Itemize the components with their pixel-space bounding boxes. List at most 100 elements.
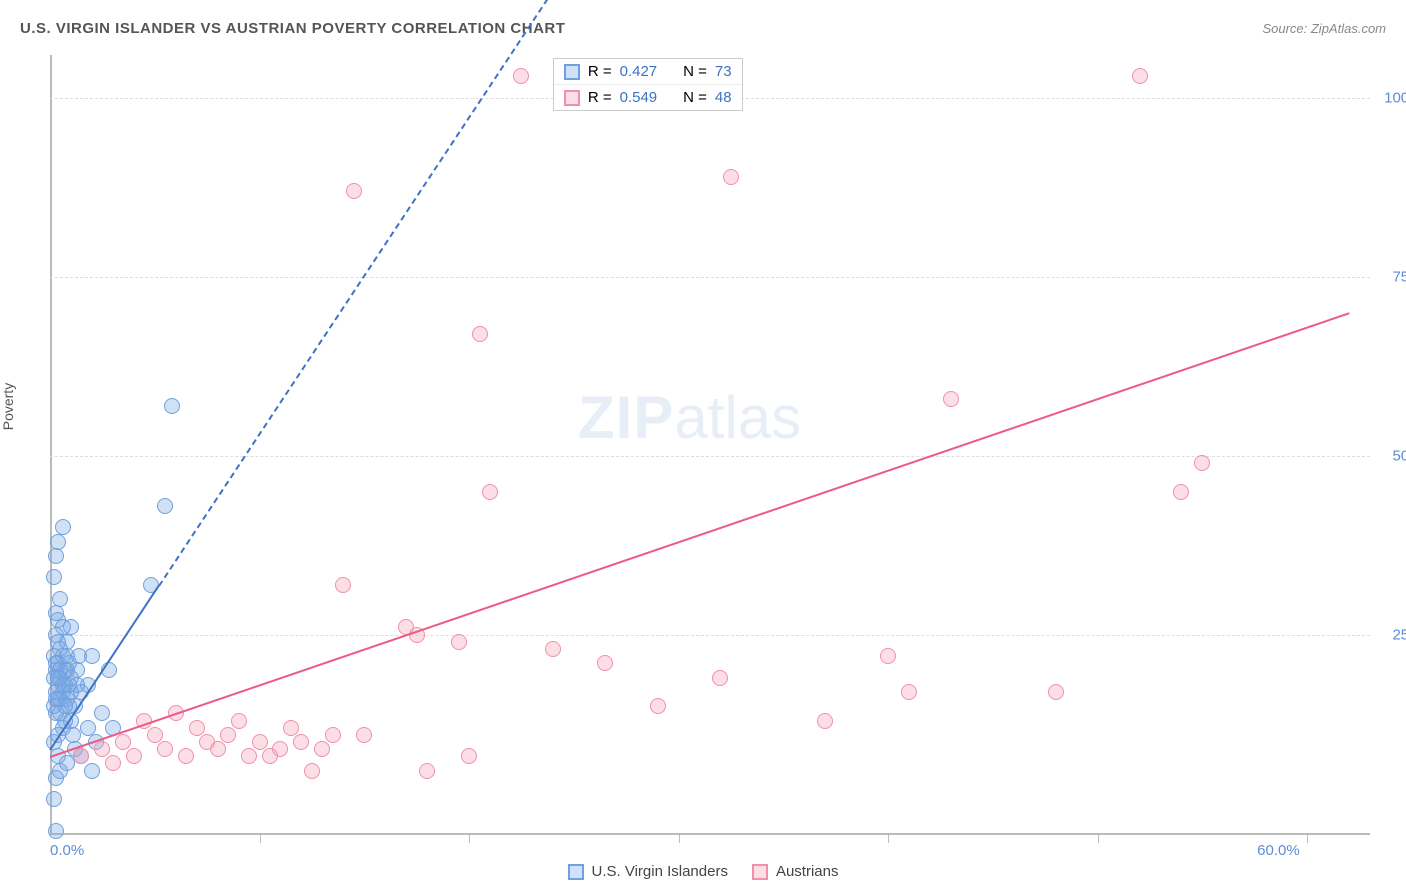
plot-area: ZIPatlas 25.0%50.0%75.0%100.0%0.0%60.0%	[50, 55, 1370, 835]
chart-title: U.S. VIRGIN ISLANDER VS AUSTRIAN POVERTY…	[20, 20, 565, 37]
watermark: ZIPatlas	[578, 383, 801, 452]
legend-item-austrians: Austrians	[752, 863, 839, 880]
chart-source: Source: ZipAtlas.com	[1262, 21, 1386, 36]
data-point	[94, 741, 110, 757]
stat-r-value: 0.549	[620, 89, 658, 106]
data-point	[231, 713, 247, 729]
data-point	[1194, 455, 1210, 471]
stat-n-value: 73	[715, 63, 732, 80]
x-tick	[1307, 835, 1308, 843]
data-point	[59, 755, 75, 771]
chart-header: U.S. VIRGIN ISLANDER VS AUSTRIAN POVERTY…	[20, 20, 1386, 37]
y-tick-label: 75.0%	[1375, 268, 1406, 285]
data-point	[73, 748, 89, 764]
series-swatch-icon	[564, 90, 580, 106]
data-point	[84, 763, 100, 779]
bottom-legend: U.S. Virgin Islanders Austrians	[0, 863, 1406, 880]
data-point	[283, 720, 299, 736]
data-point	[451, 634, 467, 650]
data-point	[94, 705, 110, 721]
data-point	[293, 734, 309, 750]
stat-r-label: R =	[588, 63, 612, 80]
data-point	[48, 691, 64, 707]
stat-row: R =0.549N =48	[554, 84, 742, 110]
data-point	[597, 655, 613, 671]
gridline	[50, 456, 1370, 457]
y-axis-label: Poverty	[0, 383, 16, 430]
x-tick	[679, 835, 680, 843]
series-swatch-icon	[564, 64, 580, 80]
data-point	[1173, 484, 1189, 500]
x-tick-label: 0.0%	[50, 842, 84, 859]
data-point	[178, 748, 194, 764]
x-tick	[888, 835, 889, 843]
legend-label: Austrians	[776, 863, 839, 880]
stat-r-value: 0.427	[620, 63, 658, 80]
correlation-stat-box: R =0.427N =73R =0.549N =48	[553, 58, 743, 111]
data-point	[46, 791, 62, 807]
data-point	[880, 648, 896, 664]
stat-n-label: N =	[683, 63, 707, 80]
x-tick	[1098, 835, 1099, 843]
data-point	[50, 534, 66, 550]
data-point	[545, 641, 561, 657]
data-point	[48, 627, 64, 643]
data-point	[723, 169, 739, 185]
data-point	[241, 748, 257, 764]
data-point	[126, 748, 142, 764]
data-point	[46, 569, 62, 585]
legend-swatch-icon	[752, 864, 768, 880]
data-point	[199, 734, 215, 750]
data-point	[1048, 684, 1064, 700]
data-point	[943, 391, 959, 407]
stat-n-value: 48	[715, 89, 732, 106]
data-point	[189, 720, 205, 736]
data-point	[52, 591, 68, 607]
data-point	[164, 398, 180, 414]
y-tick-label: 50.0%	[1375, 447, 1406, 464]
data-point	[419, 763, 435, 779]
gridline	[50, 277, 1370, 278]
x-tick-label: 60.0%	[1257, 842, 1300, 859]
gridline	[50, 635, 1370, 636]
data-point	[80, 720, 96, 736]
data-point	[304, 763, 320, 779]
data-point	[48, 548, 64, 564]
data-point	[115, 734, 131, 750]
data-point	[157, 741, 173, 757]
data-point	[461, 748, 477, 764]
data-point	[650, 698, 666, 714]
data-point	[346, 183, 362, 199]
x-tick	[469, 835, 470, 843]
legend-item-virgin-islanders: U.S. Virgin Islanders	[568, 863, 728, 880]
x-axis-line	[50, 833, 1370, 835]
stat-r-label: R =	[588, 89, 612, 106]
data-point	[61, 677, 77, 693]
data-point	[335, 577, 351, 593]
data-point	[220, 727, 236, 743]
data-point	[712, 670, 728, 686]
data-point	[65, 727, 81, 743]
data-point	[472, 326, 488, 342]
data-point	[513, 68, 529, 84]
data-point	[55, 519, 71, 535]
data-point	[262, 748, 278, 764]
y-tick-label: 100.0%	[1375, 89, 1406, 106]
x-tick	[260, 835, 261, 843]
legend-swatch-icon	[568, 864, 584, 880]
stat-row: R = 0.427 N = 73	[554, 59, 742, 84]
data-point	[314, 741, 330, 757]
data-point	[48, 823, 64, 839]
data-point	[356, 727, 372, 743]
data-point	[147, 727, 163, 743]
y-tick-label: 25.0%	[1375, 626, 1406, 643]
data-point	[817, 713, 833, 729]
data-point	[252, 734, 268, 750]
data-point	[482, 484, 498, 500]
data-point	[901, 684, 917, 700]
data-point	[157, 498, 173, 514]
data-point	[325, 727, 341, 743]
data-point	[1132, 68, 1148, 84]
legend-label: U.S. Virgin Islanders	[592, 863, 728, 880]
data-point	[50, 612, 66, 628]
